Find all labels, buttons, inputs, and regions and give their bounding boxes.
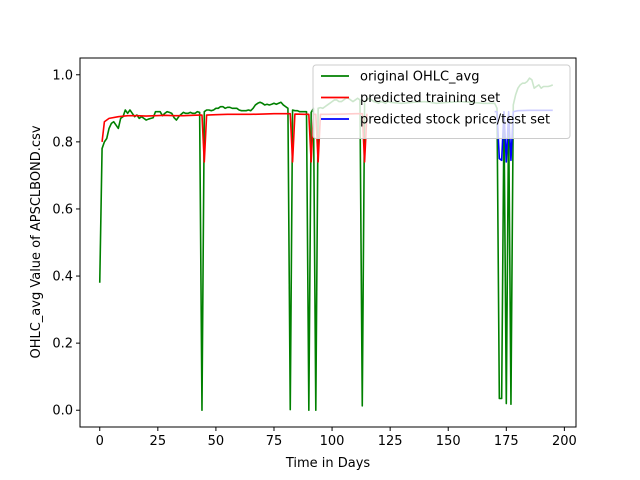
legend-label-1: predicted training set [360,91,500,106]
x-tick-label-4: 100 [320,434,345,449]
legend-label-2: predicted stock price/test set [360,113,550,128]
x-tick-label-0: 0 [96,434,104,449]
y-axis-label: OHLC_avg Value of APSCLBOND.csv [29,125,44,358]
legend-box [312,64,571,139]
x-tick-label-1: 25 [150,434,167,449]
y-axis-ticks: 0.0 0.2 0.4 0.6 0.8 1.0 [52,68,80,419]
legend: original OHLC_avg predicted training set p… [312,64,571,139]
y-tick-label-0: 0.0 [52,404,73,419]
x-axis-ticks: 0 25 50 75 100 125 150 175 200 [96,427,577,449]
y-tick-label-4: 0.8 [52,135,73,150]
legend-label-0: original OHLC_avg [360,70,479,85]
y-tick-label-3: 0.6 [52,202,73,217]
x-tick-label-7: 175 [494,434,519,449]
x-tick-label-2: 50 [208,434,225,449]
x-tick-label-5: 125 [378,434,403,449]
x-tick-label-6: 150 [436,434,461,449]
y-tick-label-5: 1.0 [52,68,73,83]
x-tick-label-8: 200 [552,434,577,449]
y-tick-label-2: 0.4 [52,270,73,285]
y-tick-label-1: 0.2 [52,337,73,352]
x-tick-label-3: 75 [266,434,283,449]
x-axis-label: Time in Days [285,456,371,471]
plot-frame [79,57,577,428]
